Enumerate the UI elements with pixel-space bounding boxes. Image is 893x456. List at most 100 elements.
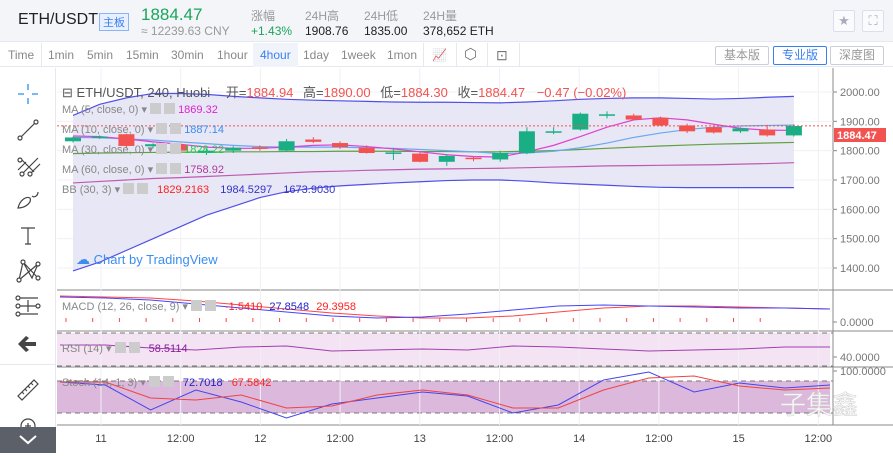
view-basic-button[interactable]: 基本版 [715,46,770,65]
close-icon[interactable] [204,300,216,311]
interval-1hour[interactable]: 1hour [217,48,248,62]
cny-price: ≈ 12239.63 CNY [141,24,230,38]
stat-label: 涨幅 [251,9,276,23]
trend-line-icon[interactable] [14,116,42,144]
candle [305,137,322,144]
time-tick-label: 12:00 [645,433,673,445]
candle-body [652,117,669,126]
candle-body [198,150,215,154]
candle [145,143,162,149]
stat-label: 24H低 [364,9,399,23]
interval-time[interactable]: Time [8,48,35,62]
candle [492,150,509,162]
gear-icon[interactable] [156,123,168,134]
pattern-icon[interactable] [14,256,42,284]
collapse-toolbar-button[interactable] [0,427,56,453]
stoch-band [57,381,830,413]
bb-upper-line [72,92,794,117]
gear-icon[interactable] [156,163,168,174]
candle [198,148,215,156]
gear-icon[interactable] [150,103,161,114]
stat-value: 378,652 ETH [423,24,494,38]
gear-icon[interactable] [148,376,160,387]
stat-value: 1835.00 [364,24,408,38]
pair-title: ETH/USDT [18,11,98,28]
candle-body [625,115,642,120]
close-icon[interactable] [170,163,182,174]
candle [599,111,615,119]
stoch-d-line [60,375,831,409]
back-arrow-icon[interactable] [14,330,42,358]
interval-1day[interactable]: 1day [303,48,330,62]
candle [118,133,135,149]
brush-icon[interactable] [14,186,42,214]
rsi-line [60,344,830,352]
settings-icon[interactable]: ⬡ [464,46,478,63]
ma5-legend: MA (5, close, 0) ▾ 1869.32 [62,103,218,116]
crosshair-icon[interactable] [14,80,42,108]
candle-body [225,147,242,151]
indicator-axis-label: 0.0000 [840,317,874,329]
interval-30min[interactable]: 30min [171,48,204,62]
tradingview-cloud-icon: ☁ [76,251,90,267]
price-tick-label: 1700.00 [840,175,880,187]
text-icon[interactable] [14,222,42,250]
view-depth-button[interactable]: 深度图 [830,46,885,65]
indicator-axis-label: 40.0000 [840,352,880,364]
measure-lines-icon[interactable] [14,292,42,320]
ruler-icon[interactable] [14,376,42,404]
gear-icon[interactable] [190,300,202,311]
collapse-icon[interactable]: ⊟ [62,85,73,100]
close-icon[interactable] [170,123,182,134]
interval-1mon[interactable]: 1mon [387,48,418,62]
close-value: 1884.47 [478,85,526,100]
interval-5min[interactable]: 5min [87,48,114,62]
candle [412,151,429,163]
time-tick-label: 12:00 [167,433,195,445]
candle-body [65,137,81,142]
candle [385,148,402,161]
price-tick-label: 1400.00 [840,263,880,275]
interval-1week[interactable]: 1week [341,48,376,62]
gear-icon[interactable] [123,183,135,194]
market-header: ETH/USDT 主板 1884.47 ≈ 12239.63 CNY 涨幅 +1… [0,0,893,42]
interval-15min[interactable]: 15min [126,48,159,62]
interval-1min[interactable]: 1min [48,48,75,62]
close-icon[interactable] [137,183,149,194]
candle-body [572,113,589,130]
indicator-axis-label: 100.0000 [840,366,886,378]
candle [545,127,562,135]
chart-style-icon[interactable]: 📈 [432,48,447,62]
candle-body [465,157,482,160]
close-icon[interactable] [164,103,175,114]
gear-icon[interactable] [114,342,126,353]
stat-value: +1.43% [251,24,293,38]
ma60-line [72,162,794,184]
tradingview-watermark[interactable]: ☁ Chart by TradingView [76,251,218,267]
price-tick-label: 1900.00 [840,116,880,128]
stat-value: 1908.76 [305,24,349,38]
board-badge[interactable]: 主板 [99,13,129,31]
candle [251,145,268,151]
macd-legend: MACD (12, 26, close, 9) ▾ -1.5410 27.854… [62,300,356,313]
close-icon[interactable] [170,143,182,154]
gear-icon[interactable] [156,143,168,154]
candle-body [438,155,455,162]
price-tick-label: 2000.00 [840,87,880,99]
candle [332,141,348,149]
candle-body [251,147,268,149]
candle-body [278,141,295,151]
pitchfork-icon[interactable] [14,150,42,178]
time-tick-label: 12 [254,433,266,445]
close-icon[interactable] [128,342,140,353]
interval-4hour[interactable]: 4hour [253,43,298,67]
candle [465,156,482,162]
favorite-star-icon[interactable]: ★ [833,10,855,32]
rsi-legend: RSI (14) ▾ 58.5114 [62,342,188,355]
candle-body [705,127,722,133]
view-pro-button[interactable]: 专业版 [773,46,828,65]
close-icon[interactable] [162,376,174,387]
screenshot-icon[interactable]: ⊡ [496,47,508,63]
fullscreen-icon[interactable]: ⛶ [862,10,884,32]
